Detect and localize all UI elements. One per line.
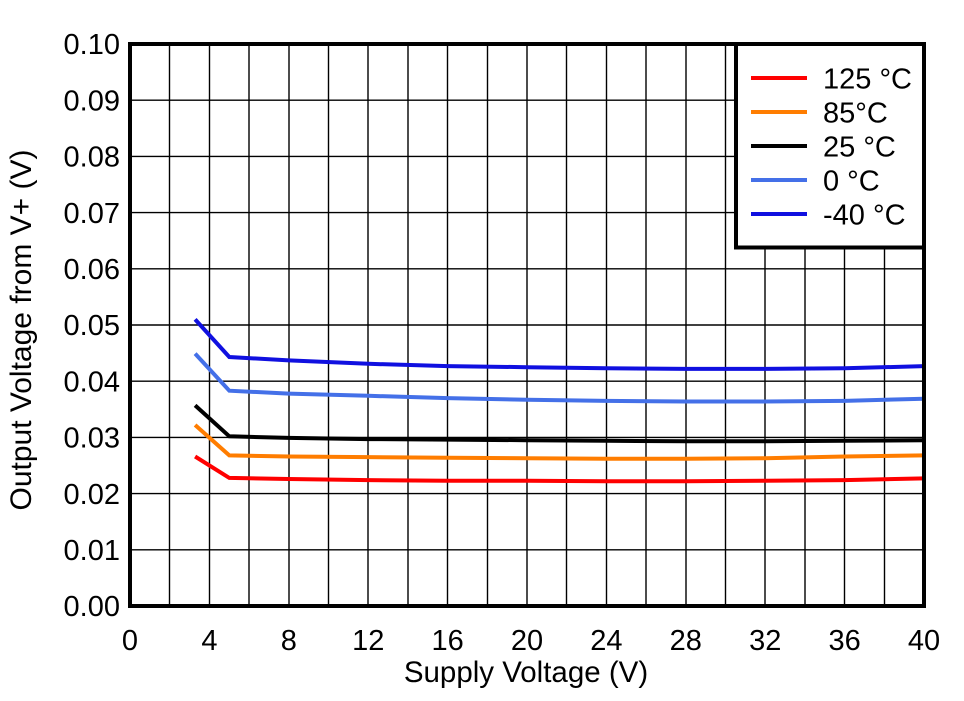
svg-text:12: 12 xyxy=(352,625,384,657)
svg-text:0.05: 0.05 xyxy=(64,310,120,342)
svg-text:16: 16 xyxy=(431,625,463,657)
svg-text:32: 32 xyxy=(749,625,781,657)
svg-text:0.04: 0.04 xyxy=(64,366,120,398)
svg-text:0.03: 0.03 xyxy=(64,423,120,455)
svg-text:28: 28 xyxy=(670,625,702,657)
svg-text:0.07: 0.07 xyxy=(64,198,120,230)
svg-text:0: 0 xyxy=(122,625,138,657)
svg-text:0.02: 0.02 xyxy=(64,479,120,511)
svg-text:85°C: 85°C xyxy=(823,98,888,130)
svg-text:4: 4 xyxy=(201,625,217,657)
svg-text:24: 24 xyxy=(590,625,622,657)
svg-text:0.06: 0.06 xyxy=(64,254,120,286)
svg-text:125 °C: 125 °C xyxy=(823,64,912,96)
svg-text:-40 °C: -40 °C xyxy=(823,200,906,232)
svg-text:Output Voltage from V+ (V): Output Voltage from V+ (V) xyxy=(5,149,38,510)
svg-text:Supply Voltage (V): Supply Voltage (V) xyxy=(404,656,648,689)
svg-text:20: 20 xyxy=(511,625,543,657)
svg-text:0.09: 0.09 xyxy=(64,85,120,117)
svg-text:0.08: 0.08 xyxy=(64,142,120,174)
svg-text:0.00: 0.00 xyxy=(64,591,120,623)
svg-text:0 °C: 0 °C xyxy=(823,166,880,198)
svg-text:8: 8 xyxy=(281,625,297,657)
svg-text:0.01: 0.01 xyxy=(64,535,120,567)
svg-text:25 °C: 25 °C xyxy=(823,132,896,164)
svg-text:0.10: 0.10 xyxy=(64,29,120,61)
svg-text:36: 36 xyxy=(828,625,860,657)
svg-text:40: 40 xyxy=(908,625,940,657)
